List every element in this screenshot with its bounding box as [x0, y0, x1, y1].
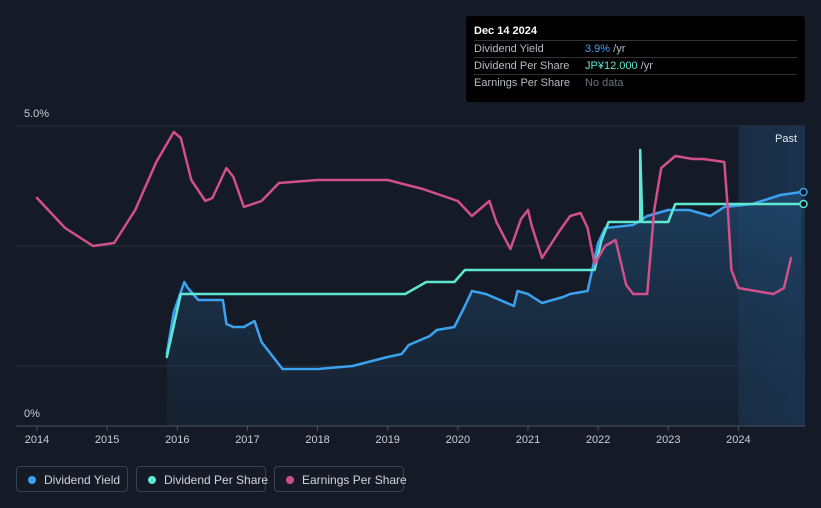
legend-item-earnings-per-share[interactable]: Earnings Per Share — [274, 466, 407, 492]
legend-item-dividend-yield[interactable]: Dividend Yield — [16, 466, 128, 492]
chart-series-group — [35, 130, 803, 426]
legend-dot-icon — [28, 476, 36, 484]
x-tick-label: 2015 — [95, 434, 119, 446]
tooltip-value: JP¥12.000 /yr — [585, 60, 653, 72]
series-area-dividend-yield — [166, 192, 802, 426]
chart-axes: 5.0% 0% 2014 2015 2016 2017 2018 2019 2020 2021 20… — [16, 108, 805, 446]
x-tick-label: 2018 — [305, 434, 329, 446]
tooltip-value: No data — [585, 77, 624, 89]
series-line-dividend-yield — [165, 190, 803, 371]
tooltip-value-number: No data — [585, 77, 624, 89]
y-tick-label: 5.0% — [24, 108, 49, 120]
series-line-earnings-per-share — [35, 130, 793, 296]
x-tick-label: 2020 — [446, 434, 470, 446]
tooltip-value-unit: /yr — [637, 60, 653, 72]
tooltip-row-dividend-per-share: Dividend Per Share JP¥12.000 /yr — [474, 57, 797, 75]
x-tick-label: 2017 — [235, 434, 259, 446]
series-end-markers — [799, 187, 808, 209]
tooltip-value: 3.9% /yr — [585, 43, 625, 55]
tooltip-label: Earnings Per Share — [474, 77, 570, 89]
legend-dot-icon — [286, 476, 294, 484]
tooltip-row-dividend-yield: Dividend Yield 3.9% /yr — [474, 40, 797, 58]
series-line-dividend-per-share — [165, 148, 803, 359]
legend-label: Dividend Per Share — [164, 473, 269, 487]
tooltip-value-number: JP¥12.000 — [585, 60, 638, 72]
past-label: Past — [775, 133, 797, 145]
tooltip-label: Dividend Per Share — [474, 60, 570, 72]
y-tick-label: 0% — [24, 408, 40, 420]
x-tick-label: 2016 — [165, 434, 189, 446]
tooltip-date: Dec 14 2024 — [474, 25, 537, 37]
hover-tooltip: Dec 14 2024 Dividend Yield 3.9% /yr Divi… — [466, 16, 805, 102]
legend-item-dividend-per-share[interactable]: Dividend Per Share — [136, 466, 269, 492]
series-end-marker — [799, 187, 808, 197]
x-tick-label: 2019 — [375, 434, 399, 446]
x-tick-label: 2023 — [656, 434, 680, 446]
x-tick-label: 2022 — [586, 434, 610, 446]
series-end-marker — [799, 199, 808, 209]
legend-dot-icon — [148, 476, 156, 484]
tooltip-value-unit: /yr — [610, 43, 626, 55]
x-tick-label: 2024 — [726, 434, 750, 446]
tooltip-label: Dividend Yield — [474, 43, 544, 55]
legend-label: Earnings Per Share — [302, 473, 407, 487]
tooltip-value-number: 3.9% — [585, 43, 611, 55]
legend-label: Dividend Yield — [44, 473, 121, 487]
tooltip-row-earnings-per-share: Earnings Per Share No data — [474, 74, 797, 92]
x-tick-label: 2021 — [516, 434, 540, 446]
x-tick-label: 2014 — [25, 434, 49, 446]
